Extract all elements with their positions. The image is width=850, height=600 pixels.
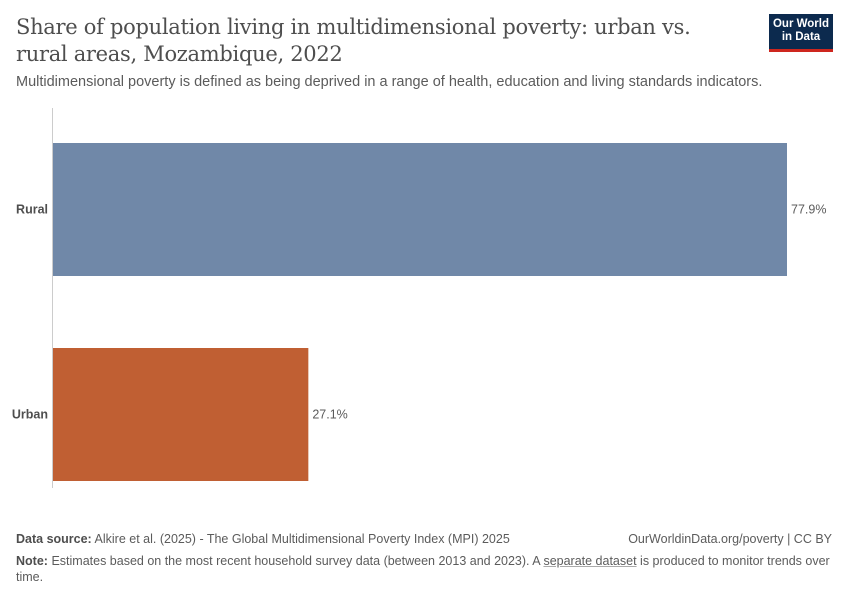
note: Note: Estimates based on the most recent…	[16, 553, 831, 585]
value-label-urban: 27.1%	[312, 408, 347, 422]
chart-title: Share of population living in multidimen…	[16, 15, 691, 66]
bar-urban[interactable]	[53, 348, 309, 481]
bar-chart: Rural 77.9% Urban 27.1%	[12, 108, 826, 488]
value-label-rural: 77.9%	[791, 203, 826, 217]
data-source: Data source: Alkire et al. (2025) - The …	[16, 532, 510, 546]
note-text-end: is produced to monitor trends over time.	[16, 554, 830, 584]
category-label-urban: Urban	[12, 408, 48, 422]
source-text: Alkire et al. (2025) - The Global Multid…	[94, 532, 510, 546]
source-url[interactable]: OurWorldinData.org/poverty | CC BY	[628, 532, 832, 546]
note-label: Note:	[16, 554, 48, 568]
bar-rural[interactable]	[53, 143, 787, 276]
category-label-rural: Rural	[16, 203, 48, 217]
owid-logo[interactable]: Our World in Data	[769, 14, 833, 52]
note-text: Estimates based on the most recent house…	[51, 554, 544, 568]
separate-dataset-link[interactable]: separate dataset	[543, 554, 637, 568]
chart-subtitle: Multidimensional poverty is defined as b…	[16, 74, 763, 90]
source-label: Data source:	[16, 532, 92, 546]
